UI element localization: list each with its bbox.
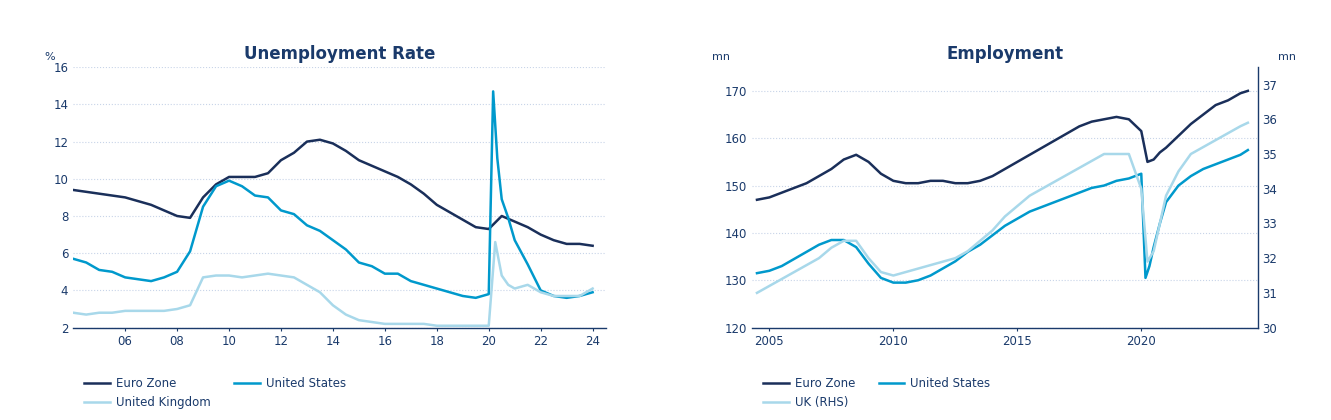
Text: %: % <box>44 52 55 62</box>
Title: Unemployment Rate: Unemployment Rate <box>244 45 435 63</box>
Title: Employment: Employment <box>946 45 1063 63</box>
Legend: Euro Zone, United Kingdom, United States: Euro Zone, United Kingdom, United States <box>79 373 351 414</box>
Text: mn: mn <box>1278 52 1296 62</box>
Text: mn: mn <box>712 52 729 62</box>
Legend: Euro Zone, UK (RHS), United States: Euro Zone, UK (RHS), United States <box>757 373 996 414</box>
